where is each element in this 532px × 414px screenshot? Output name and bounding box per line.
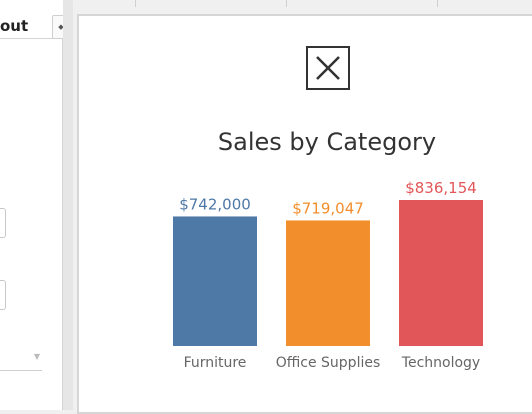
ruler-tick — [135, 0, 136, 7]
left-dropdown[interactable]: ▼ — [0, 346, 42, 371]
chevron-down-icon: ▼ — [33, 352, 40, 361]
ruler-tick — [286, 0, 287, 7]
category-label: Technology — [401, 355, 480, 371]
bar-chart: $742,000 Furniture $719,047 Office Supplies… — [173, 179, 483, 371]
close-x-icon — [316, 56, 340, 80]
data-label: $742,000 — [179, 195, 251, 213]
category-label: Furniture — [184, 355, 247, 371]
vertical-scrollbar[interactable] — [63, 0, 73, 410]
data-label: $719,047 — [292, 199, 364, 217]
category-label: Office Supplies — [276, 355, 381, 371]
bar-furniture[interactable] — [173, 216, 257, 346]
dashboard-content: Sales by Category $742,000 Furniture $719,… — [77, 14, 532, 410]
left-panel-title: out — [0, 17, 29, 35]
left-panel-header: out ◆ — [0, 0, 72, 39]
chart-title: Sales by Category — [217, 128, 437, 156]
data-label: $836,154 — [405, 179, 477, 197]
left-input-field[interactable] — [0, 208, 6, 238]
left-input-field[interactable] — [0, 280, 6, 310]
close-button[interactable] — [306, 46, 350, 90]
bar-office-supplies[interactable] — [286, 220, 370, 346]
ruler-tick — [437, 0, 438, 7]
bar-technology[interactable] — [399, 200, 483, 346]
left-panel — [0, 0, 63, 410]
